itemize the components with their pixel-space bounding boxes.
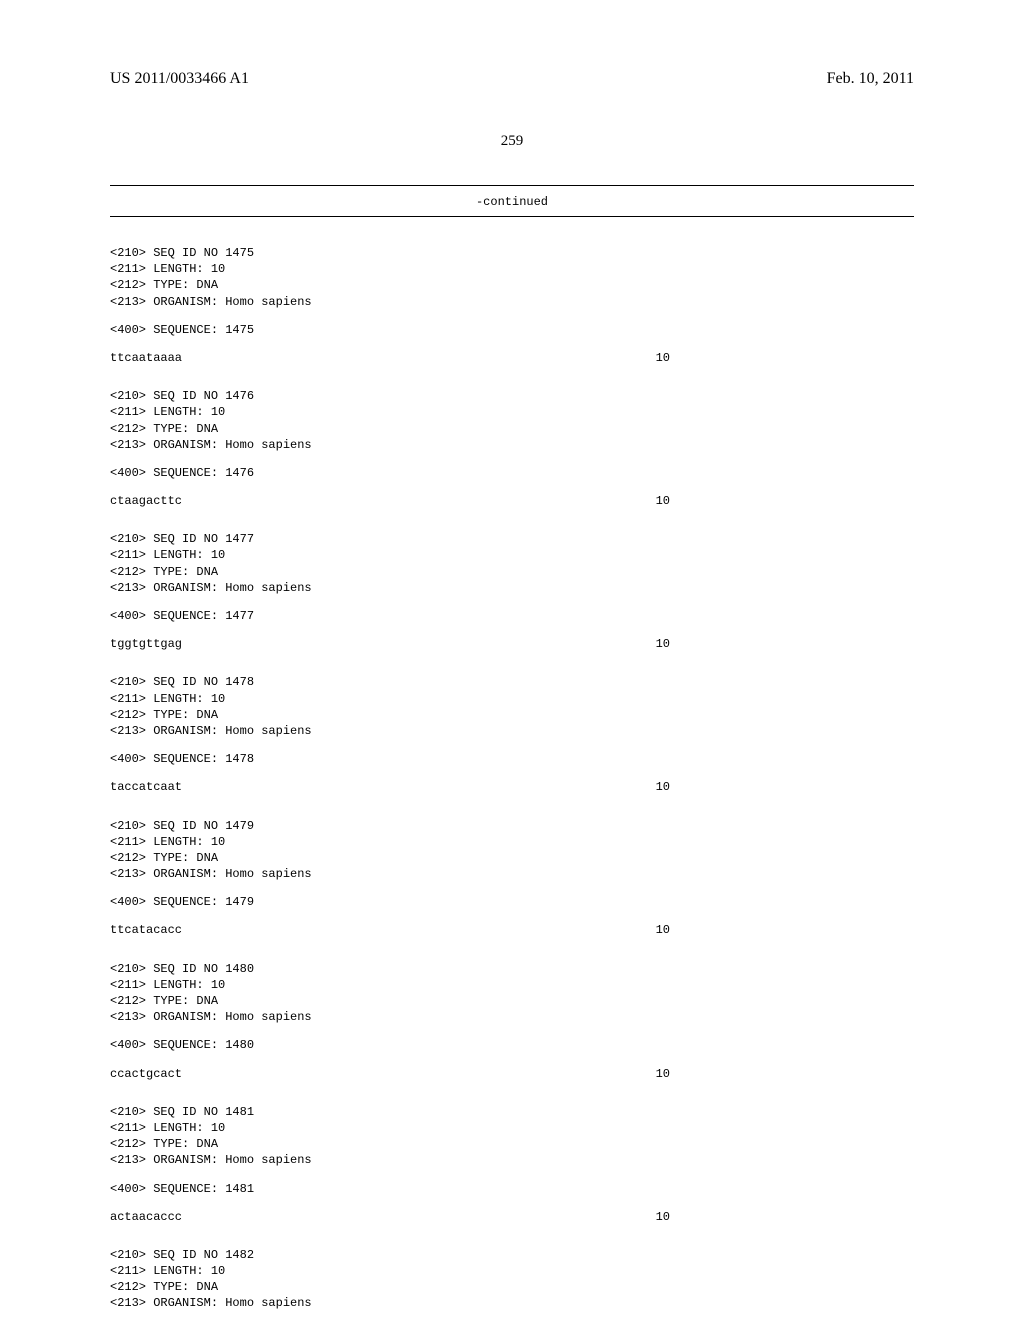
sequence-block: <210> SEQ ID NO 1477<211> LENGTH: 10<212… [110, 531, 914, 652]
page-header: US 2011/0033466 A1 Feb. 10, 2011 [110, 70, 914, 88]
sequence-header: <400> SEQUENCE: 1478 [110, 751, 914, 767]
sequence-block: <210> SEQ ID NO 1480<211> LENGTH: 10<212… [110, 961, 914, 1082]
sequence-row: tggtgttgag 10 [110, 636, 670, 652]
sequence-block: <210> SEQ ID NO 1476<211> LENGTH: 10<212… [110, 388, 914, 509]
sequence-block: <210> SEQ ID NO 1482<211> LENGTH: 10<212… [110, 1247, 914, 1312]
sequence-row: ttcatacacc 10 [110, 922, 670, 938]
sequence-row: taccatcaat 10 [110, 779, 670, 795]
meta-line: <212> TYPE: DNA [110, 1279, 914, 1295]
sequence-listing: <210> SEQ ID NO 1475<211> LENGTH: 10<212… [110, 245, 914, 1312]
meta-line: <213> ORGANISM: Homo sapiens [110, 723, 914, 739]
sequence-block: <210> SEQ ID NO 1478<211> LENGTH: 10<212… [110, 674, 914, 795]
meta-line: <213> ORGANISM: Homo sapiens [110, 437, 914, 453]
publication-date: Feb. 10, 2011 [827, 70, 914, 88]
meta-line: <211> LENGTH: 10 [110, 834, 914, 850]
sequence-header: <400> SEQUENCE: 1481 [110, 1181, 914, 1197]
patent-page: US 2011/0033466 A1 Feb. 10, 2011 259 -co… [0, 0, 1024, 1320]
sequence-length-num: 10 [640, 779, 670, 795]
sequence-metadata: <210> SEQ ID NO 1480<211> LENGTH: 10<212… [110, 961, 914, 1026]
sequence-length-num: 10 [640, 636, 670, 652]
meta-line: <211> LENGTH: 10 [110, 547, 914, 563]
sequence-metadata: <210> SEQ ID NO 1476<211> LENGTH: 10<212… [110, 388, 914, 453]
sequence-metadata: <210> SEQ ID NO 1478<211> LENGTH: 10<212… [110, 674, 914, 739]
sequence-row: actaacaccc 10 [110, 1209, 670, 1225]
meta-line: <211> LENGTH: 10 [110, 404, 914, 420]
sequence-header: <400> SEQUENCE: 1477 [110, 608, 914, 624]
sequence-row: ctaagacttc 10 [110, 493, 670, 509]
sequence-block: <210> SEQ ID NO 1475<211> LENGTH: 10<212… [110, 245, 914, 366]
sequence-block: <210> SEQ ID NO 1479<211> LENGTH: 10<212… [110, 818, 914, 939]
meta-line: <210> SEQ ID NO 1480 [110, 961, 914, 977]
meta-line: <212> TYPE: DNA [110, 993, 914, 1009]
continued-rule: -continued [110, 185, 914, 217]
meta-line: <213> ORGANISM: Homo sapiens [110, 1152, 914, 1168]
sequence-header: <400> SEQUENCE: 1479 [110, 894, 914, 910]
meta-line: <213> ORGANISM: Homo sapiens [110, 1009, 914, 1025]
sequence-header: <400> SEQUENCE: 1480 [110, 1037, 914, 1053]
meta-line: <212> TYPE: DNA [110, 421, 914, 437]
meta-line: <212> TYPE: DNA [110, 850, 914, 866]
meta-line: <212> TYPE: DNA [110, 564, 914, 580]
sequence-block: <210> SEQ ID NO 1481<211> LENGTH: 10<212… [110, 1104, 914, 1225]
meta-line: <210> SEQ ID NO 1478 [110, 674, 914, 690]
sequence-metadata: <210> SEQ ID NO 1477<211> LENGTH: 10<212… [110, 531, 914, 596]
sequence-metadata: <210> SEQ ID NO 1479<211> LENGTH: 10<212… [110, 818, 914, 883]
sequence-metadata: <210> SEQ ID NO 1482<211> LENGTH: 10<212… [110, 1247, 914, 1312]
meta-line: <210> SEQ ID NO 1479 [110, 818, 914, 834]
sequence-text: ttcaataaaa [110, 350, 182, 366]
sequence-row: ttcaataaaa 10 [110, 350, 670, 366]
meta-line: <211> LENGTH: 10 [110, 1263, 914, 1279]
sequence-text: tggtgttgag [110, 636, 182, 652]
sequence-header: <400> SEQUENCE: 1476 [110, 465, 914, 481]
sequence-text: taccatcaat [110, 779, 182, 795]
meta-line: <210> SEQ ID NO 1476 [110, 388, 914, 404]
sequence-text: actaacaccc [110, 1209, 182, 1225]
meta-line: <213> ORGANISM: Homo sapiens [110, 580, 914, 596]
sequence-length-num: 10 [640, 493, 670, 509]
sequence-metadata: <210> SEQ ID NO 1475<211> LENGTH: 10<212… [110, 245, 914, 310]
sequence-text: ctaagacttc [110, 493, 182, 509]
meta-line: <211> LENGTH: 10 [110, 261, 914, 277]
sequence-text: ccactgcact [110, 1066, 182, 1082]
meta-line: <210> SEQ ID NO 1475 [110, 245, 914, 261]
sequence-length-num: 10 [640, 1209, 670, 1225]
sequence-length-num: 10 [640, 922, 670, 938]
meta-line: <211> LENGTH: 10 [110, 977, 914, 993]
meta-line: <210> SEQ ID NO 1481 [110, 1104, 914, 1120]
continued-label: -continued [476, 195, 548, 209]
meta-line: <213> ORGANISM: Homo sapiens [110, 1295, 914, 1311]
meta-line: <213> ORGANISM: Homo sapiens [110, 294, 914, 310]
page-number: 259 [110, 133, 914, 150]
meta-line: <212> TYPE: DNA [110, 707, 914, 723]
publication-number: US 2011/0033466 A1 [110, 70, 249, 88]
meta-line: <212> TYPE: DNA [110, 277, 914, 293]
meta-line: <213> ORGANISM: Homo sapiens [110, 866, 914, 882]
meta-line: <211> LENGTH: 10 [110, 1120, 914, 1136]
sequence-header: <400> SEQUENCE: 1475 [110, 322, 914, 338]
sequence-text: ttcatacacc [110, 922, 182, 938]
meta-line: <212> TYPE: DNA [110, 1136, 914, 1152]
sequence-metadata: <210> SEQ ID NO 1481<211> LENGTH: 10<212… [110, 1104, 914, 1169]
meta-line: <210> SEQ ID NO 1482 [110, 1247, 914, 1263]
sequence-length-num: 10 [640, 1066, 670, 1082]
sequence-length-num: 10 [640, 350, 670, 366]
meta-line: <211> LENGTH: 10 [110, 691, 914, 707]
meta-line: <210> SEQ ID NO 1477 [110, 531, 914, 547]
sequence-row: ccactgcact 10 [110, 1066, 670, 1082]
